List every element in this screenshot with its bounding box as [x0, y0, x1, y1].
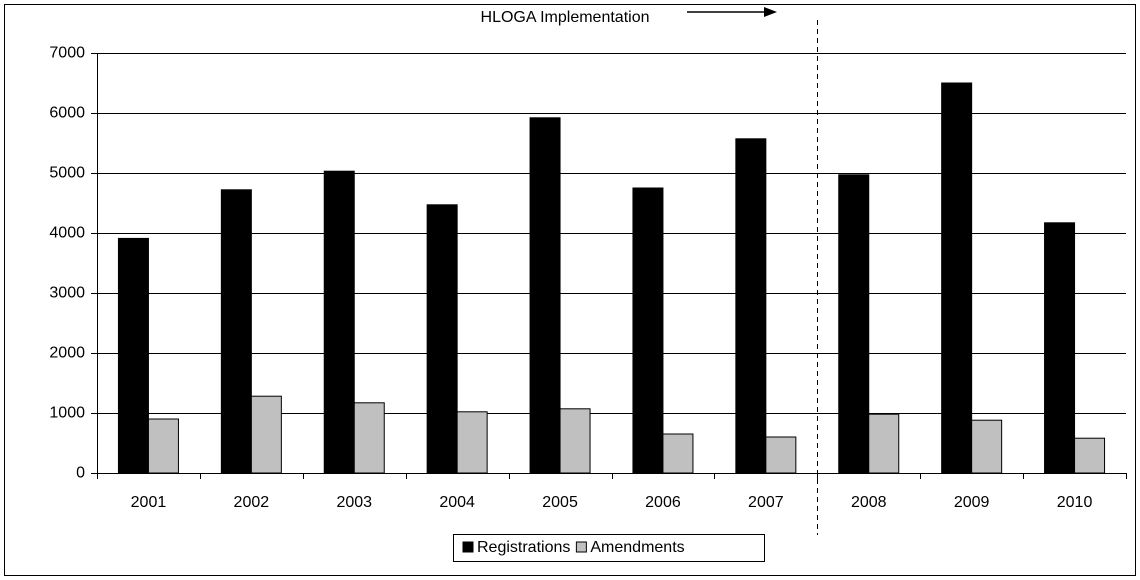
bar [662, 433, 694, 474]
y-tick-label: 1000 [49, 405, 85, 422]
bar [735, 138, 767, 474]
annotation-text: HLOGA Implementation [481, 9, 650, 26]
y-tick-label: 4000 [49, 225, 85, 242]
bar [559, 408, 591, 474]
bar [220, 189, 252, 474]
bar [1044, 222, 1076, 474]
y-tick-label: 0 [76, 465, 85, 482]
bar [941, 82, 973, 474]
x-tick-label: 2010 [1057, 494, 1093, 511]
legend-label: Registrations [477, 539, 570, 556]
bar [323, 170, 355, 474]
y-tick-label: 3000 [49, 285, 85, 302]
x-tick-label: 2007 [748, 494, 784, 511]
bar [838, 174, 870, 474]
x-tick-label: 2005 [542, 494, 578, 511]
x-tick-label: 2004 [439, 494, 475, 511]
legend-swatch [575, 541, 587, 553]
x-tick-label: 2001 [131, 494, 167, 511]
bar [250, 395, 282, 474]
bar [426, 204, 458, 474]
y-tick-label: 5000 [49, 165, 85, 182]
bar [353, 402, 385, 474]
bar [529, 117, 561, 474]
bar [765, 436, 797, 474]
bar [632, 187, 664, 474]
legend-swatch [462, 541, 474, 553]
chart-frame [4, 4, 1136, 576]
bar [1074, 437, 1106, 474]
bar [868, 413, 900, 474]
x-tick-label: 2009 [954, 494, 990, 511]
bar [971, 419, 1003, 474]
legend-box [453, 534, 765, 562]
y-tick-label: 7000 [49, 45, 85, 62]
annotation-arrowhead [764, 7, 777, 17]
y-tick-label: 6000 [49, 105, 85, 122]
x-tick-label: 2002 [234, 494, 270, 511]
y-tick-label: 2000 [49, 345, 85, 362]
x-tick-label: 2008 [851, 494, 887, 511]
bar [147, 418, 179, 474]
x-tick-label: 2006 [645, 494, 681, 511]
bar [456, 411, 488, 474]
legend-label: Amendments [590, 539, 684, 556]
x-tick-label: 2003 [336, 494, 372, 511]
bar [117, 237, 149, 474]
